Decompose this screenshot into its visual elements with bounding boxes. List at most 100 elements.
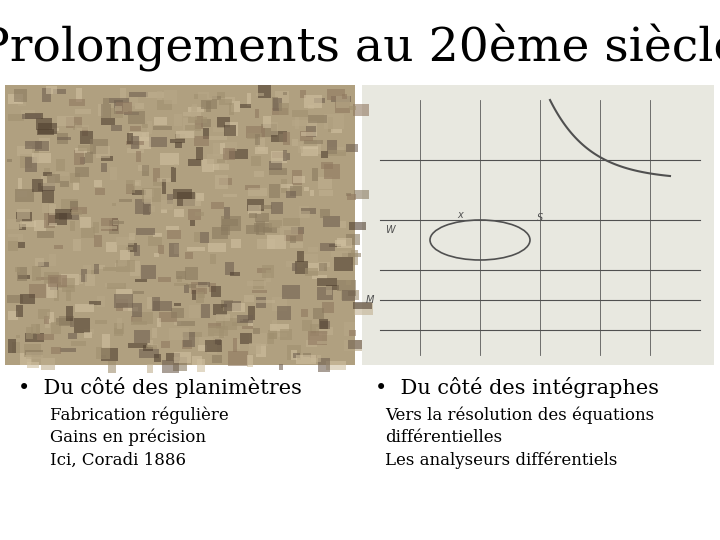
Bar	[58, 133, 68, 144]
Bar	[44, 213, 55, 228]
Bar	[223, 318, 237, 330]
Bar	[170, 139, 185, 144]
Bar	[298, 142, 303, 153]
Bar	[75, 148, 86, 153]
Bar	[114, 106, 122, 111]
Bar	[266, 270, 271, 282]
Bar	[94, 265, 105, 269]
Bar	[248, 205, 261, 214]
Bar	[87, 270, 95, 275]
Bar	[51, 322, 60, 334]
Bar	[62, 278, 75, 292]
Bar	[286, 191, 297, 198]
Bar	[86, 274, 95, 286]
Bar	[71, 207, 87, 214]
Bar	[153, 126, 172, 130]
Bar	[73, 183, 79, 190]
Bar	[127, 133, 133, 144]
Bar	[240, 104, 251, 108]
Bar	[235, 339, 240, 349]
Bar	[17, 267, 27, 281]
Bar	[71, 341, 86, 347]
Bar	[81, 269, 86, 282]
Bar	[299, 206, 309, 218]
Bar	[146, 92, 164, 98]
Bar	[321, 162, 333, 169]
Bar	[69, 98, 85, 106]
Bar	[253, 328, 260, 334]
Bar	[147, 297, 154, 309]
Bar	[55, 282, 73, 288]
Bar	[269, 168, 287, 175]
Bar	[328, 150, 346, 156]
Bar	[279, 329, 292, 340]
Bar	[349, 222, 366, 230]
Bar	[24, 113, 42, 119]
Bar	[223, 143, 238, 151]
Bar	[85, 152, 93, 163]
Bar	[188, 209, 201, 220]
Bar	[59, 213, 78, 220]
Bar	[38, 309, 50, 319]
Text: x: x	[457, 210, 463, 220]
Bar	[183, 199, 201, 206]
Bar	[136, 151, 141, 162]
Bar	[198, 92, 217, 99]
Bar	[197, 359, 205, 372]
Bar	[56, 159, 65, 171]
Bar	[166, 353, 180, 361]
Bar	[158, 178, 171, 182]
Bar	[109, 166, 117, 180]
Bar	[132, 312, 153, 324]
Bar	[126, 247, 133, 250]
Bar	[330, 129, 343, 133]
Bar	[351, 250, 359, 265]
Bar	[343, 340, 362, 350]
Bar	[42, 172, 52, 176]
Bar	[58, 116, 74, 126]
Bar	[174, 244, 179, 254]
Bar	[275, 91, 289, 103]
Bar	[107, 242, 117, 252]
Bar	[171, 167, 176, 182]
Bar	[271, 202, 284, 214]
Bar	[133, 180, 140, 186]
Bar	[225, 125, 236, 136]
Bar	[101, 156, 113, 161]
Bar	[161, 341, 171, 348]
Bar	[135, 279, 147, 282]
Bar	[177, 321, 195, 326]
Bar	[5, 85, 355, 365]
Bar	[75, 125, 89, 131]
Bar	[7, 219, 22, 229]
Bar	[346, 239, 351, 246]
Bar	[255, 213, 269, 222]
Bar	[55, 172, 68, 176]
Bar	[317, 140, 321, 154]
Bar	[49, 204, 56, 215]
Bar	[68, 333, 78, 339]
Bar	[186, 284, 197, 288]
Bar	[94, 264, 99, 274]
Bar	[336, 103, 350, 113]
Bar	[75, 167, 89, 177]
Bar	[246, 225, 259, 234]
Bar	[255, 109, 259, 118]
Bar	[73, 123, 77, 130]
Bar	[96, 347, 110, 359]
Bar	[42, 190, 55, 202]
Bar	[14, 99, 21, 103]
Bar	[32, 179, 43, 192]
Bar	[7, 94, 23, 104]
Bar	[143, 190, 152, 204]
Bar	[123, 307, 138, 311]
Bar	[271, 131, 287, 141]
Bar	[334, 256, 353, 271]
Bar	[222, 219, 238, 226]
Bar	[191, 282, 207, 294]
Bar	[152, 296, 160, 310]
Bar	[107, 283, 125, 289]
Bar	[256, 296, 266, 308]
Bar	[195, 116, 202, 129]
Bar	[176, 131, 194, 138]
